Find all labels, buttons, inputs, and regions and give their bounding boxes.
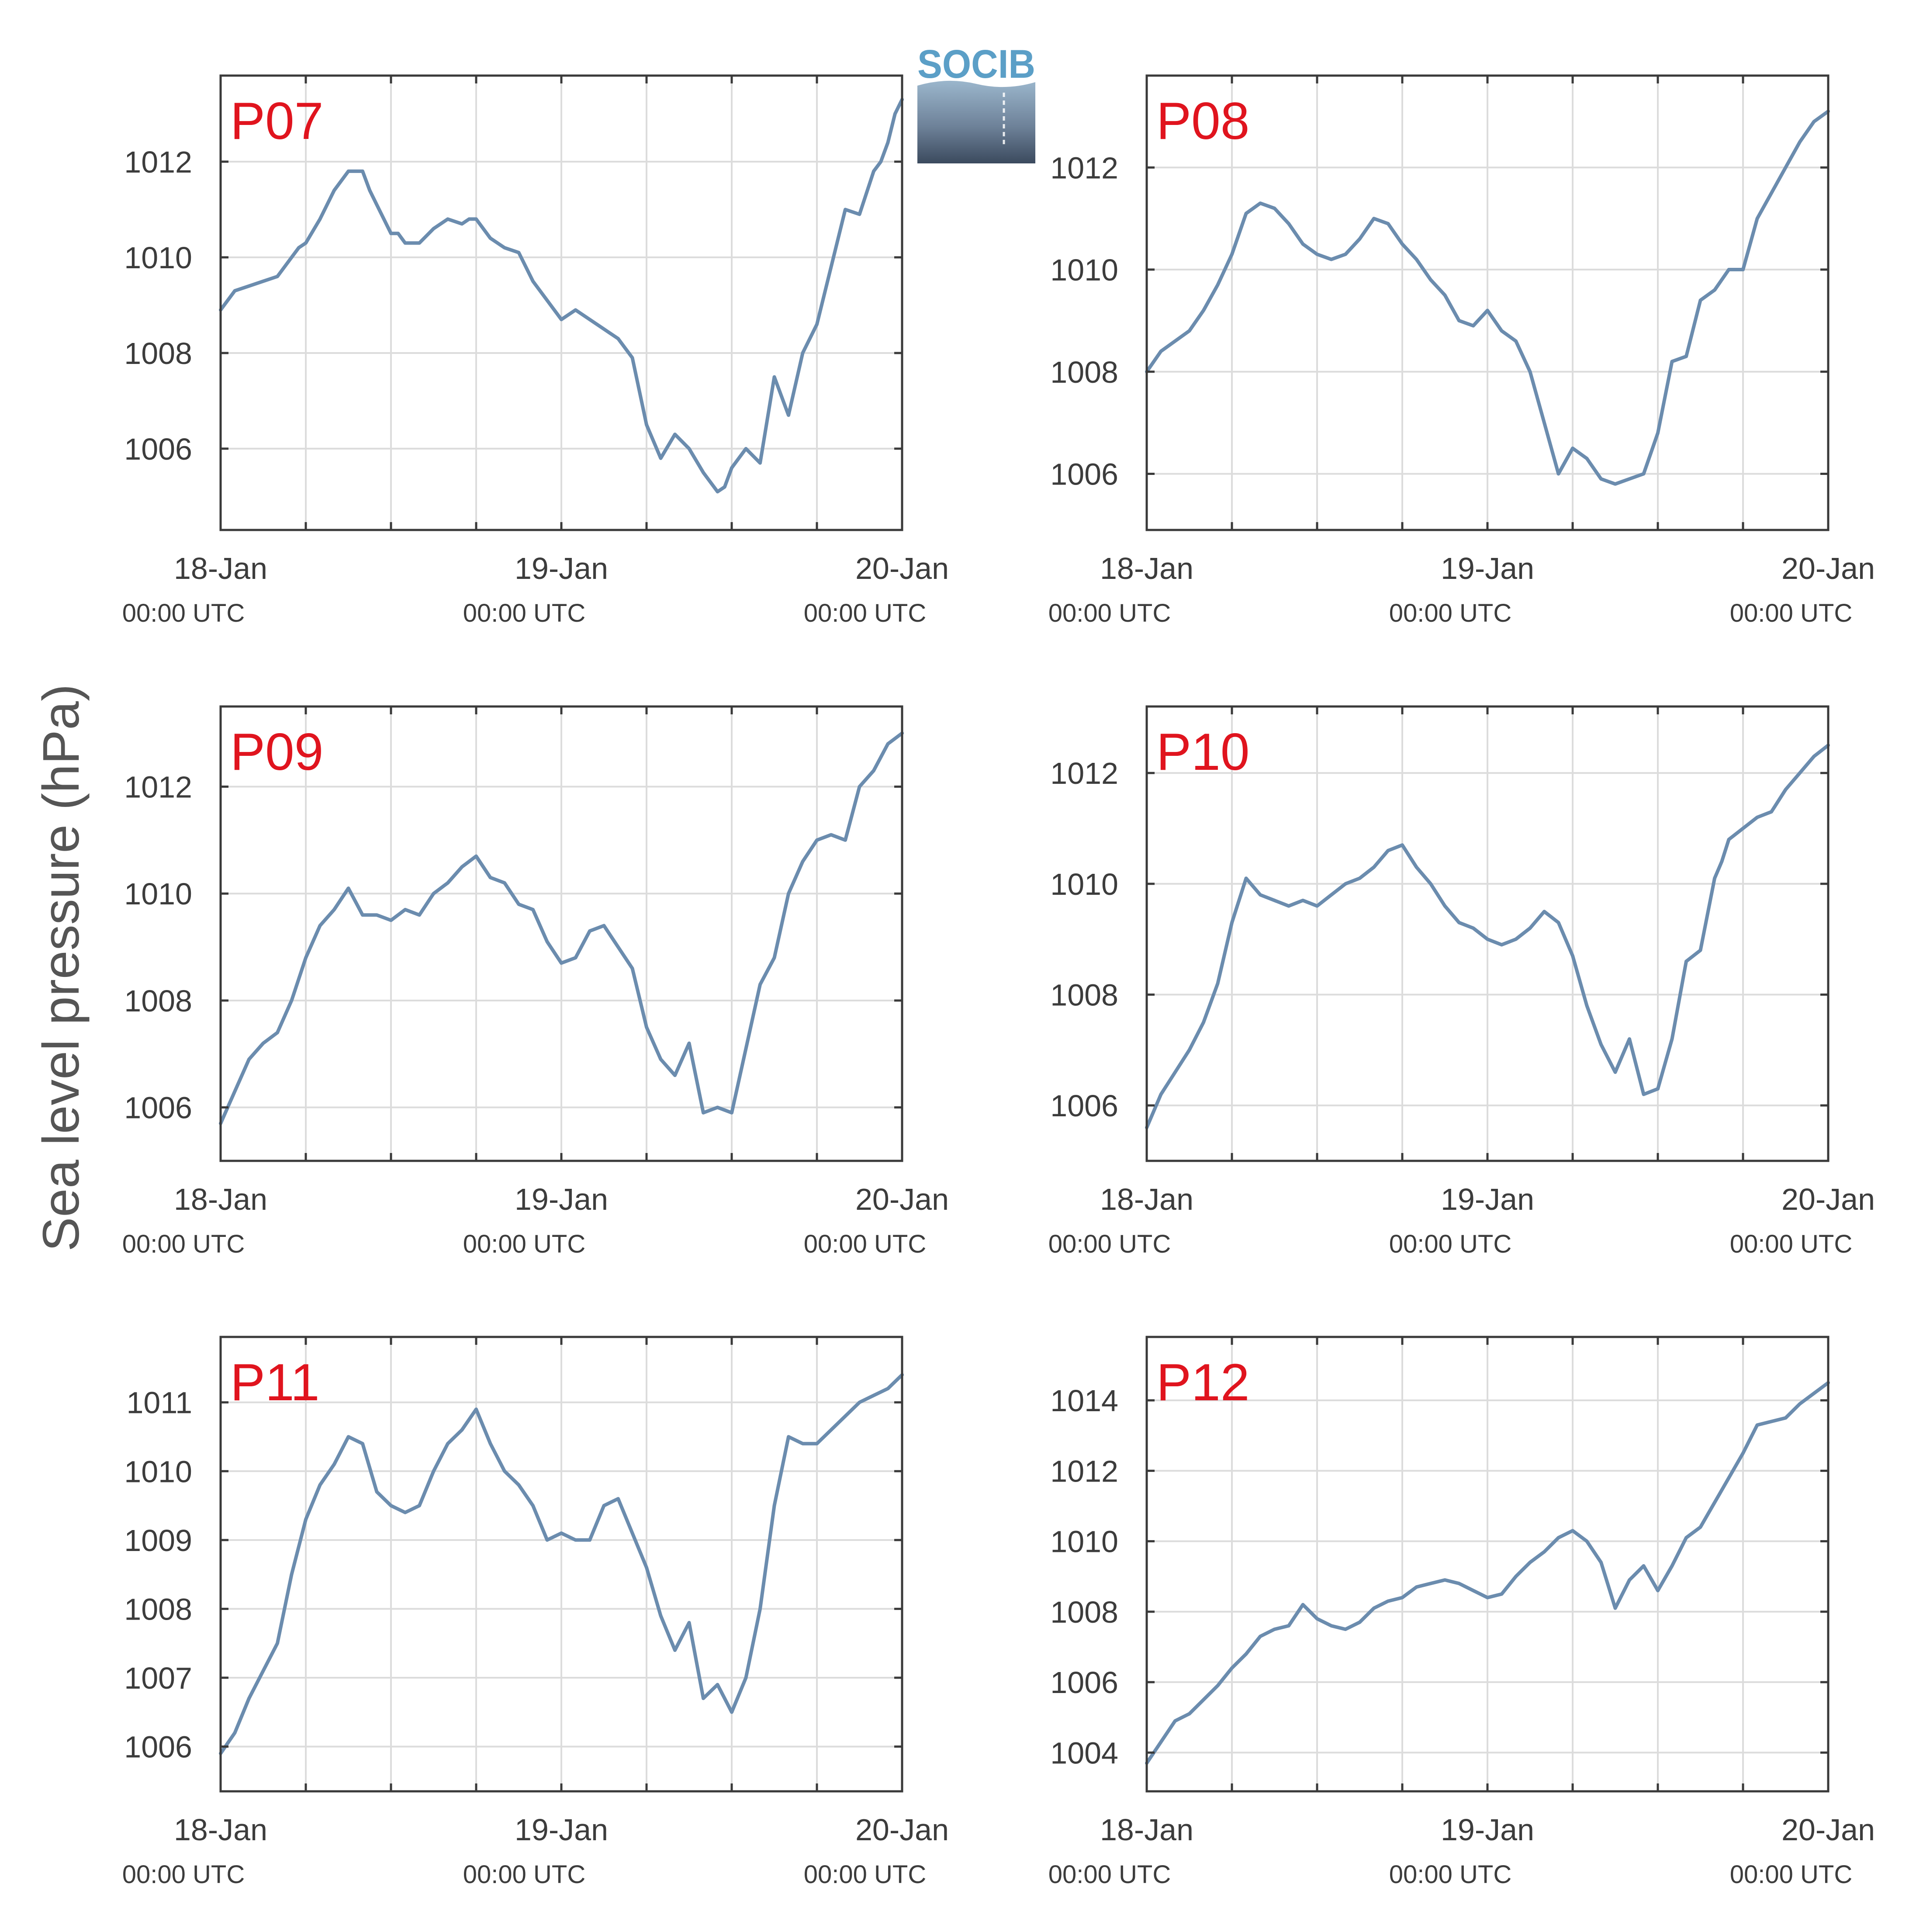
x-tick-label: 20-Jan xyxy=(1781,1182,1875,1216)
x-tick-time-label: 00:00 UTC xyxy=(804,1230,926,1258)
y-tick-label: 1010 xyxy=(124,877,192,911)
x-tick-label: 18-Jan xyxy=(174,1813,267,1847)
panel-p08: 1006 1008 1010 1012 18-Jan 00:00 UTC 19-Jan 00:… xyxy=(1048,74,1875,627)
x-tick-label: 19-Jan xyxy=(515,1182,608,1216)
series-line-p10 xyxy=(1145,743,1830,1129)
x-tick-label: 19-Jan xyxy=(1441,1813,1534,1847)
x-tick-label: 18-Jan xyxy=(174,551,267,585)
y-tick-label: 1009 xyxy=(124,1523,192,1558)
x-tick-label: 20-Jan xyxy=(1781,551,1875,585)
series-line-p11 xyxy=(219,1373,904,1755)
socib-logo-wave xyxy=(917,80,1035,163)
series-line-p09 xyxy=(219,731,904,1125)
y-tick-label: 1008 xyxy=(124,336,192,370)
y-tick-label: 1012 xyxy=(124,770,192,804)
y-tick-label: 1014 xyxy=(1050,1384,1118,1418)
panel-label-p11: P11 xyxy=(230,1353,320,1412)
panel-label-p08: P08 xyxy=(1156,92,1250,150)
x-tick-time-label: 00:00 UTC xyxy=(122,599,245,627)
y-tick-label: 1011 xyxy=(126,1386,192,1420)
socib-logo-text: SOCIB xyxy=(917,42,1035,87)
y-tick-label: 1010 xyxy=(1050,867,1118,901)
y-tick-label: 1012 xyxy=(1050,151,1118,185)
panel-label-p10: P10 xyxy=(1156,723,1250,781)
x-tick-label: 18-Jan xyxy=(1100,1182,1193,1216)
x-tick-label: 19-Jan xyxy=(1441,551,1534,585)
y-tick-label: 1010 xyxy=(124,241,192,275)
series-line-p08 xyxy=(1145,109,1830,486)
y-tick-label: 1004 xyxy=(1050,1736,1118,1770)
x-tick-time-label: 00:00 UTC xyxy=(463,599,585,627)
y-tick-label: 1006 xyxy=(124,1091,192,1125)
socib-logo: SOCIB xyxy=(917,42,1035,163)
y-tick-label: 1008 xyxy=(124,984,192,1018)
panel-p12: 1004 1006 1008 1010 1012 1014 18-Jan 00:00 UTC 1… xyxy=(1048,1336,1875,1889)
x-tick-label: 20-Jan xyxy=(1781,1813,1875,1847)
panel-p10: 1006 1008 1010 1012 18-Jan 00:00 UTC 19-Jan 00:… xyxy=(1048,705,1875,1258)
x-tick-time-label: 00:00 UTC xyxy=(463,1230,585,1258)
y-tick-label: 1008 xyxy=(124,1592,192,1626)
y-tick-label: 1006 xyxy=(1050,1089,1118,1123)
x-tick-label: 18-Jan xyxy=(1100,1813,1193,1847)
x-tick-label: 19-Jan xyxy=(1441,1182,1534,1216)
y-tick-label: 1012 xyxy=(1050,1454,1118,1488)
panel-p11: 1006 1007 1008 1009 1010 1011 18-Jan 00:00 UTC 1… xyxy=(122,1336,949,1889)
y-tick-label: 1010 xyxy=(124,1454,192,1489)
panel-p07: 1006 1008 1010 1012 18-Jan 00:00 UTC 19-Jan 00:… xyxy=(122,74,949,627)
x-tick-label: 18-Jan xyxy=(1100,551,1193,585)
y-tick-label: 1006 xyxy=(124,1730,192,1764)
x-tick-time-label: 00:00 UTC xyxy=(1730,599,1852,627)
y-tick-label: 1012 xyxy=(124,145,192,179)
y-tick-label: 1008 xyxy=(1050,978,1118,1012)
x-tick-time-label: 00:00 UTC xyxy=(1389,599,1511,627)
y-tick-label: 1006 xyxy=(1050,1665,1118,1700)
x-tick-label: 19-Jan xyxy=(515,551,608,585)
x-tick-label: 18-Jan xyxy=(174,1182,267,1216)
y-tick-label: 1006 xyxy=(124,432,192,466)
x-tick-time-label: 00:00 UTC xyxy=(1048,599,1171,627)
x-tick-time-label: 00:00 UTC xyxy=(1730,1860,1852,1889)
y-tick-label: 1007 xyxy=(124,1661,192,1695)
x-tick-time-label: 00:00 UTC xyxy=(804,1860,926,1889)
y-tick-label: 1012 xyxy=(1050,756,1118,790)
y-tick-label: 1006 xyxy=(1050,457,1118,491)
series-line-p12 xyxy=(1145,1381,1830,1765)
x-tick-time-label: 00:00 UTC xyxy=(804,599,926,627)
x-tick-time-label: 00:00 UTC xyxy=(1389,1860,1511,1889)
series-line-p07 xyxy=(219,97,904,494)
y-tick-label: 1010 xyxy=(1050,1525,1118,1559)
x-tick-time-label: 00:00 UTC xyxy=(122,1230,245,1258)
x-tick-label: 19-Jan xyxy=(515,1813,608,1847)
x-tick-time-label: 00:00 UTC xyxy=(122,1860,245,1889)
y-tick-label: 1008 xyxy=(1050,355,1118,389)
x-tick-time-label: 00:00 UTC xyxy=(1048,1860,1171,1889)
panel-label-p07: P07 xyxy=(230,92,324,150)
x-tick-time-label: 00:00 UTC xyxy=(1389,1230,1511,1258)
y-tick-label: 1010 xyxy=(1050,253,1118,287)
x-tick-label: 20-Jan xyxy=(855,1182,949,1216)
panel-label-p12: P12 xyxy=(1156,1353,1250,1412)
panel-label-p09: P09 xyxy=(230,723,324,781)
x-tick-label: 20-Jan xyxy=(855,551,949,585)
x-tick-time-label: 00:00 UTC xyxy=(1730,1230,1852,1258)
y-axis-label: Sea level pressure (hPa) xyxy=(32,684,90,1252)
x-tick-time-label: 00:00 UTC xyxy=(1048,1230,1171,1258)
panel-p09: 1006 1008 1010 1012 18-Jan 00:00 UTC 19-Jan 00:… xyxy=(122,705,949,1258)
x-tick-label: 20-Jan xyxy=(855,1813,949,1847)
x-tick-time-label: 00:00 UTC xyxy=(463,1860,585,1889)
y-tick-label: 1008 xyxy=(1050,1595,1118,1629)
